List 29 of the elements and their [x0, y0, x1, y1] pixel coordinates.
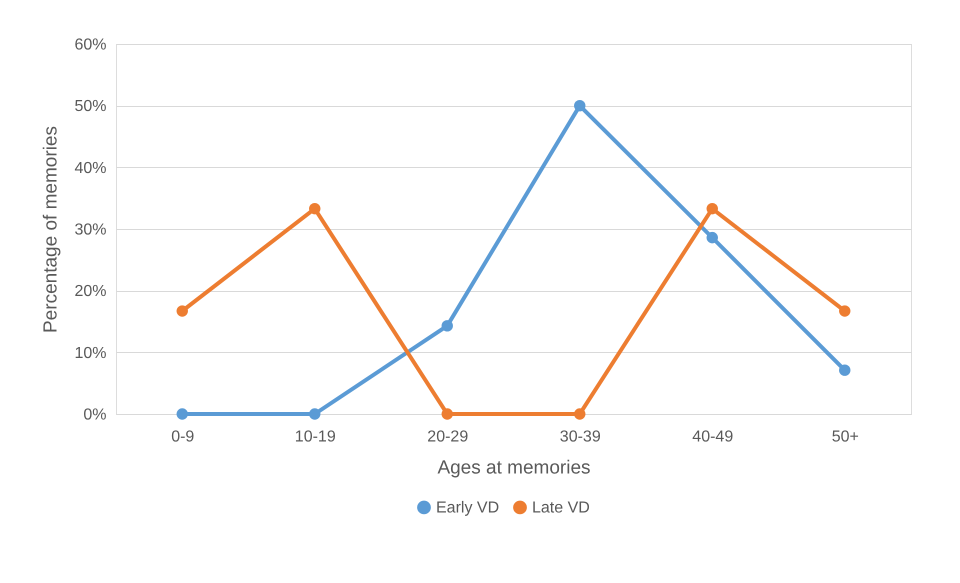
y-tick-label: 10% — [74, 344, 106, 362]
point — [309, 408, 320, 420]
x-tick-label: 20-29 — [427, 428, 468, 446]
x-tick-label: 30-39 — [560, 428, 601, 446]
point — [839, 305, 850, 317]
point — [574, 100, 586, 112]
x-axis-title: Ages at memories — [437, 458, 591, 478]
y-tick-label: 50% — [74, 98, 106, 116]
legend-label: Early VD — [436, 499, 500, 516]
point — [442, 408, 453, 420]
point — [706, 202, 718, 214]
point — [176, 408, 188, 420]
y-tick-label: 20% — [74, 283, 106, 300]
point — [176, 305, 188, 317]
point — [442, 320, 453, 332]
point — [706, 232, 718, 244]
legend-label: Late VD — [532, 499, 590, 516]
point — [574, 408, 586, 420]
x-tick-label: 40-49 — [692, 428, 734, 446]
x-tick-label: 0-9 — [171, 428, 194, 446]
y-tick-label: 40% — [74, 160, 106, 177]
y-tick-label: 30% — [74, 222, 106, 238]
y-tick-label: 60% — [74, 36, 106, 54]
point — [309, 202, 320, 214]
point — [839, 364, 850, 376]
x-tick-label: 50+ — [832, 428, 859, 446]
x-tick-label: 10-19 — [294, 428, 336, 446]
y-axis-title: Percentage of memories — [40, 126, 62, 333]
y-tick-label: 0% — [83, 406, 106, 424]
